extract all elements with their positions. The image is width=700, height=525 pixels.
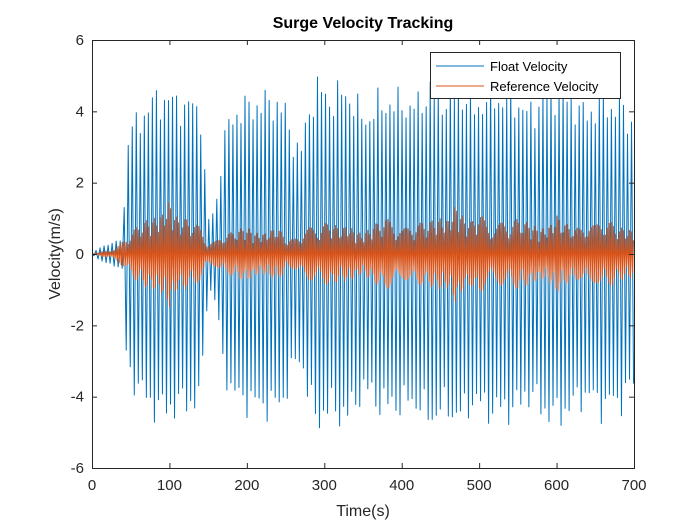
y-tick-label: 4 — [76, 103, 84, 120]
series-line-float-velocity — [91, 76, 635, 429]
chart-title: Surge Velocity Tracking — [273, 15, 454, 32]
y-axis-title: Velocity(m/s) — [47, 208, 64, 300]
x-tick-label: 100 — [157, 477, 182, 494]
legend-label-float-velocity: Float Velocity — [490, 59, 568, 74]
legend-box — [430, 52, 621, 99]
legend-label-reference-velocity: Reference Velocity — [490, 79, 599, 94]
y-tick-label: 2 — [76, 175, 84, 192]
y-tick-label: 6 — [76, 32, 84, 49]
x-tick-label: 600 — [544, 477, 569, 494]
x-tick-label: 700 — [621, 477, 646, 494]
x-axis-title: Time(s) — [336, 503, 390, 520]
y-tick-label: -2 — [71, 317, 84, 334]
ticks-layer: 0 100 200 300 400 500 600 700 -6 -4 -2 0 2 4 6 — [71, 32, 647, 494]
legend: Float Velocity Reference Velocity — [430, 52, 621, 99]
x-tick-label: 200 — [234, 477, 259, 494]
y-tick-label: -6 — [71, 460, 84, 477]
series-layer — [91, 76, 635, 429]
series-line-reference-velocity — [91, 202, 635, 308]
y-tick-label: 0 — [76, 246, 84, 263]
x-tick-label: 400 — [389, 477, 414, 494]
x-tick-label: 0 — [88, 477, 96, 494]
y-tick-label: -4 — [71, 389, 84, 406]
x-tick-label: 300 — [312, 477, 337, 494]
x-tick-label: 500 — [467, 477, 492, 494]
